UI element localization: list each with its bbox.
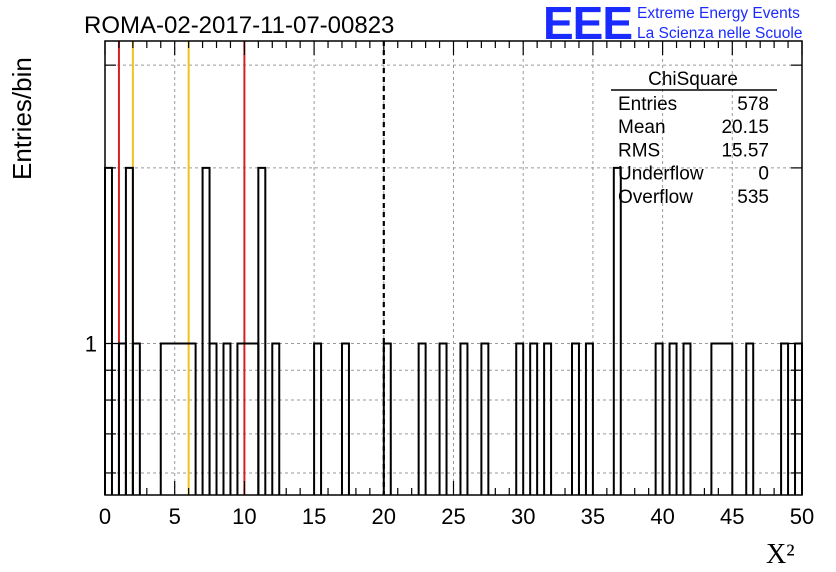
x-tick-label: 40 — [650, 504, 674, 529]
histogram-bar — [529, 342, 539, 495]
histogram-bar — [222, 342, 232, 495]
histogram-bar — [201, 166, 211, 495]
eee-logo-line2: La Scienza nelle Scuole — [637, 25, 803, 42]
histogram-bar — [612, 166, 622, 495]
histogram-bar — [668, 342, 678, 495]
histogram-bar — [257, 166, 267, 495]
stats-row-value: 15.57 — [721, 140, 769, 161]
histogram-bar — [417, 342, 427, 495]
x-tick-label: 50 — [790, 504, 814, 529]
eee-logo: EEE Extreme Energy Events La Scienza nel… — [543, 0, 833, 49]
stats-row-value: 535 — [737, 187, 769, 208]
stats-row-label: Mean — [618, 117, 666, 138]
histogram-bar — [159, 342, 197, 495]
x-tick-label: 25 — [441, 504, 465, 529]
stats-row-value: 20.15 — [721, 117, 769, 138]
histogram-bar — [382, 342, 392, 495]
histogram-bar — [236, 342, 260, 495]
histogram-bar — [124, 166, 134, 495]
stats-box: ChiSquare Entries 578 Mean 20.15 RMS 15.57 Unde… — [611, 69, 777, 208]
histogram-bar — [438, 342, 448, 495]
histogram-bar — [480, 342, 490, 495]
x-tick-label: 20 — [372, 504, 396, 529]
x-tick-label: 5 — [169, 504, 181, 529]
histogram-bar — [780, 342, 790, 495]
histogram-bar — [794, 342, 803, 495]
histogram-bar — [654, 342, 664, 495]
stats-title: ChiSquare — [648, 69, 738, 90]
stats-row-label: Underflow — [618, 164, 704, 185]
histogram-bar — [682, 342, 692, 495]
reference-lines — [117, 41, 385, 495]
histogram-bar — [710, 342, 734, 495]
stats-row-value: 578 — [737, 94, 769, 115]
y-axis-label: Entries/bin — [7, 57, 37, 180]
eee-logo-mark: EEE — [543, 0, 633, 49]
histogram-bars — [104, 166, 803, 495]
histogram-bar — [313, 342, 323, 495]
histogram-bar — [584, 342, 594, 495]
x-tick-label: 45 — [720, 504, 744, 529]
histogram-bar — [459, 342, 469, 495]
histogram-bar — [515, 342, 525, 495]
x-tick-label: 35 — [581, 504, 605, 529]
x-tick-label: 15 — [302, 504, 326, 529]
x-tick-label: 0 — [99, 504, 111, 529]
stats-row-value: 0 — [758, 164, 769, 185]
x-axis-label: X² — [766, 539, 795, 570]
stats-row-label: RMS — [618, 140, 660, 161]
histogram-bar — [745, 342, 755, 495]
y-tick-label: 1 — [85, 332, 97, 357]
histogram-bar — [271, 342, 281, 495]
histogram-bar — [117, 342, 127, 495]
axes: 0 5 10 15 20 25 30 35 40 45 50 1 — [85, 40, 814, 529]
histogram-bar — [340, 342, 350, 495]
chart-title: ROMA-02-2017-11-07-00823 — [84, 12, 394, 39]
x-tick-label: 10 — [232, 504, 256, 529]
histogram-bar — [570, 342, 580, 495]
stats-row-label: Entries — [618, 94, 677, 115]
histogram-bar — [208, 342, 218, 495]
eee-logo-line1: Extreme Energy Events — [637, 5, 800, 22]
histogram-bar — [543, 342, 553, 495]
x-tick-label: 30 — [511, 504, 535, 529]
histogram-bar — [104, 166, 113, 495]
histogram-bar — [131, 342, 141, 495]
stats-row-label: Overflow — [618, 187, 693, 208]
